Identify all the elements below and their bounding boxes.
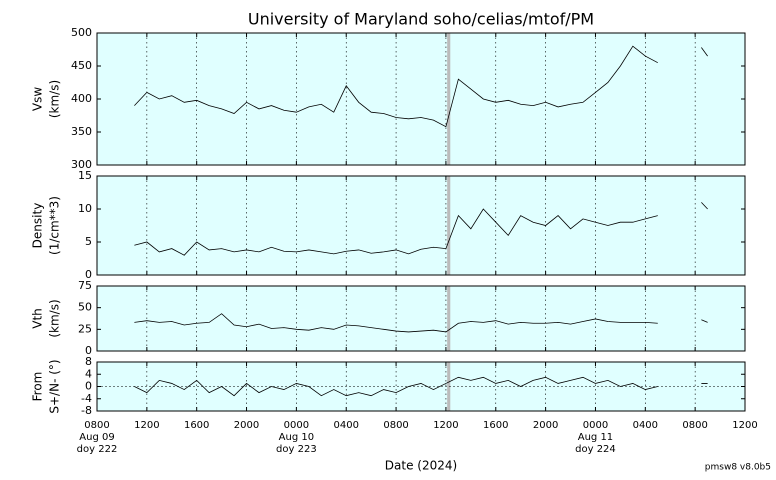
data-line	[134, 202, 708, 256]
data-gap-marker	[447, 176, 451, 275]
y-tick-label: 400	[71, 92, 92, 105]
y-axis-label: (1/cm**3)	[48, 196, 62, 255]
x-tick-label: 0800	[84, 420, 109, 431]
y-axis-label: From	[31, 372, 45, 402]
y-axis-label: Vsw	[31, 87, 45, 111]
data-line	[134, 313, 708, 333]
x-tick-label: 2000	[234, 420, 259, 431]
y-tick-label: 10	[78, 202, 92, 215]
data-gap-marker	[447, 33, 451, 165]
x-tick-label: Aug 09	[79, 432, 114, 443]
y-axis-label: (km/s)	[48, 299, 62, 337]
y-tick-label: 500	[71, 26, 92, 39]
y-tick-label: 25	[78, 322, 92, 335]
y-tick-label: -8	[81, 404, 92, 417]
y-tick-label: 0	[85, 344, 92, 357]
x-tick-label: 0400	[334, 420, 359, 431]
y-axis-label: Density	[31, 203, 45, 249]
x-tick-label: 1600	[483, 420, 508, 431]
y-axis-label: Vth	[31, 308, 45, 329]
y-tick-label: 50	[78, 301, 92, 314]
y-tick-label: 450	[71, 59, 92, 72]
y-tick-label: 0	[85, 268, 92, 281]
plot-background	[97, 286, 745, 351]
plot-frame	[96, 285, 746, 352]
x-tick-label: 0800	[682, 420, 707, 431]
plot-background	[97, 176, 745, 275]
y-axis-label: (km/s)	[48, 80, 62, 118]
x-tick-label: 1600	[184, 420, 209, 431]
y-tick-label: 5	[85, 235, 92, 248]
chart-title: University of Maryland soho/celias/mtof/…	[248, 10, 594, 29]
y-axis-label: S+/N- (°)	[48, 359, 62, 413]
x-tick-label: Aug 11	[578, 432, 613, 443]
data-gap-marker	[447, 362, 451, 411]
y-tick-label: 350	[71, 125, 92, 138]
y-tick-label: 300	[71, 158, 92, 171]
data-gap-marker	[447, 286, 451, 351]
x-tick-label: doy 224	[575, 444, 616, 455]
y-tick-label: 75	[78, 279, 92, 292]
x-axis-label: Date (2024)	[385, 459, 457, 473]
y-tick-label: 15	[78, 169, 92, 182]
y-tick-label: -4	[81, 392, 92, 405]
x-tick-label: doy 223	[276, 444, 317, 455]
x-tick-label: 0800	[383, 420, 408, 431]
x-tick-label: doy 222	[77, 444, 118, 455]
x-tick-label: 1200	[433, 420, 458, 431]
data-line	[134, 376, 708, 397]
plot-frame	[96, 32, 746, 166]
x-tick-label: 0000	[284, 420, 309, 431]
x-tick-label: 2000	[533, 420, 558, 431]
x-tick-label: 1200	[732, 420, 757, 431]
plot-frame	[96, 361, 746, 412]
plot-frame	[96, 175, 746, 276]
y-tick-label: 0	[85, 380, 92, 393]
y-tick-label: 4	[85, 367, 92, 380]
x-tick-label: 1200	[134, 420, 159, 431]
y-tick-label: 8	[85, 355, 92, 368]
x-tick-label: Aug 10	[279, 432, 314, 443]
version-note: pmsw8 v8.0b5	[705, 463, 771, 473]
x-tick-label: 0000	[583, 420, 608, 431]
data-line	[134, 45, 708, 128]
x-tick-label: 0400	[633, 420, 658, 431]
plot-background	[97, 33, 745, 165]
